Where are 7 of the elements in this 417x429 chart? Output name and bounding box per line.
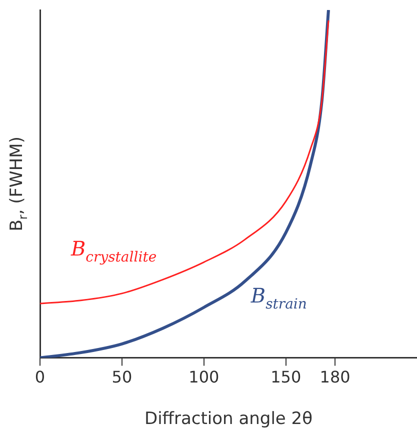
x-tick-label: 150: [270, 368, 302, 387]
x-axis-title: Diffraction angle 2θ: [144, 409, 313, 429]
y-axis-title: Br, (FWHM): [7, 136, 30, 232]
x-tick-label: 50: [112, 368, 132, 387]
x-tick-label: 180: [320, 368, 350, 387]
x-tick-label: 0: [34, 368, 46, 387]
x-tick-label: 100: [188, 368, 220, 387]
